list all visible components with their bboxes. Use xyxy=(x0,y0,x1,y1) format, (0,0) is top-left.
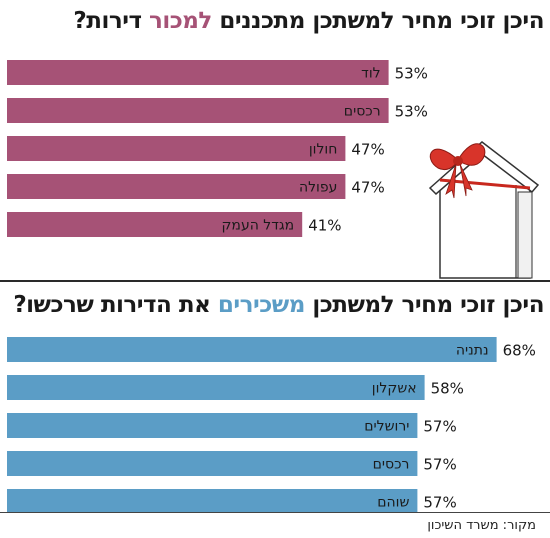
rent-value-label: 57% xyxy=(423,456,456,474)
sell-value-label: 53% xyxy=(395,65,428,83)
rent-value-label: 57% xyxy=(423,494,456,512)
footer-divider xyxy=(0,512,550,513)
sell-bar-1 xyxy=(7,60,389,85)
gift-house-illustration xyxy=(428,141,540,279)
rent-bar-3 xyxy=(7,413,418,438)
title-rent-suffix: את הדירות שרכשו? xyxy=(13,292,218,318)
sell-bar-3 xyxy=(7,136,346,161)
rent-category-label: שוהם xyxy=(377,495,409,511)
title-rent-prefix: היכן זוכי מחיר למשתכן xyxy=(304,292,544,318)
rent-value-label: 57% xyxy=(423,418,456,436)
rent-chart-title: היכן זוכי מחיר למשתכן משכירים את הדירות … xyxy=(13,292,544,318)
rent-category-label: ירושלים xyxy=(364,419,409,435)
sell-bar-2 xyxy=(7,98,389,123)
sell-chart-title: היכן זוכי מחיר למשתכן מתכננים למכור דירו… xyxy=(73,8,544,34)
sell-category-label: עפולה xyxy=(299,180,337,196)
sell-value-label: 53% xyxy=(395,103,428,121)
rent-category-label: נתניה xyxy=(456,343,489,359)
sell-value-label: 47% xyxy=(351,179,384,197)
section-divider xyxy=(0,280,550,282)
rent-category-label: אשקלון xyxy=(372,381,417,397)
rent-value-label: 68% xyxy=(503,342,536,360)
sell-bar-5 xyxy=(7,212,303,237)
sell-category-label: מגדל העמק xyxy=(222,218,295,234)
title-sell-prefix: היכן זוכי מחיר למשתכן מתכננים xyxy=(211,8,544,34)
source-note: מקור: משרד השיכון xyxy=(427,518,536,533)
rent-value-label: 58% xyxy=(431,380,464,398)
rent-bar-1 xyxy=(7,337,497,362)
sell-category-label: רכסים xyxy=(344,104,381,120)
sell-category-label: חולון xyxy=(309,142,338,158)
sell-bar-chart: לוד 53% רכסים 53% חולון 47% עפולה 47% מגדל העמק 4… xyxy=(7,60,428,237)
rent-bar-4 xyxy=(7,451,418,476)
sell-value-label: 41% xyxy=(308,217,341,235)
sell-value-label: 47% xyxy=(351,141,384,159)
rent-bar-2 xyxy=(7,375,425,400)
title-sell-highlight: למכור xyxy=(149,8,212,34)
rent-category-label: רכסים xyxy=(373,457,410,473)
sell-bar-4 xyxy=(7,174,346,199)
title-rent-highlight: משכירים xyxy=(217,292,306,318)
rent-bar-5 xyxy=(7,489,418,512)
sell-category-label: לוד xyxy=(361,66,380,82)
title-sell-suffix: דירות? xyxy=(73,8,150,34)
rent-bar-chart: נתניה 68% אשקלון 58% ירושלים 57% רכסים 57% שוהם 5… xyxy=(7,337,536,512)
